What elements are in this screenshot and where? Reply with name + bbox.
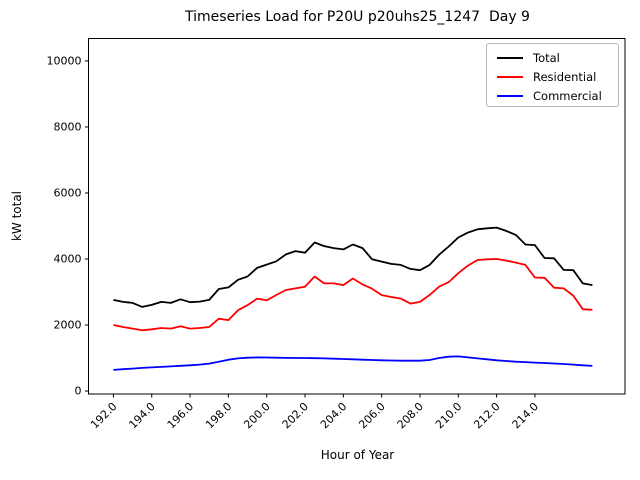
legend-item-residential: Residential bbox=[497, 67, 618, 86]
legend-item-commercial: Commercial bbox=[497, 86, 618, 105]
legend-item-total: Total bbox=[497, 48, 618, 67]
legend-label: Commercial bbox=[533, 88, 602, 103]
series-total-line bbox=[113, 226, 593, 308]
chart-title: Timeseries Load for P20U p20uhs25_1247 D… bbox=[185, 9, 530, 25]
legend-label: Residential bbox=[533, 69, 597, 84]
y-tick-label: 10000 bbox=[47, 54, 82, 67]
x-tick-label: 204.0 bbox=[318, 400, 349, 431]
x-tick-label: 214.0 bbox=[510, 400, 541, 431]
y-tick-label: 0 bbox=[75, 385, 82, 398]
x-axis-label: Hour of Year bbox=[320, 448, 395, 462]
legend: Total Residential Commercial bbox=[486, 43, 619, 107]
legend-swatch-residential bbox=[497, 75, 523, 78]
x-tick-label: 196.0 bbox=[165, 400, 196, 431]
y-tick-label: 6000 bbox=[54, 186, 82, 199]
x-tick-label: 200.0 bbox=[241, 400, 272, 431]
x-tick-label: 206.0 bbox=[356, 400, 387, 431]
x-tick-label: 194.0 bbox=[126, 400, 157, 431]
x-tick-label: 210.0 bbox=[433, 400, 464, 431]
x-tick-label: 212.0 bbox=[471, 400, 502, 431]
x-tick-label: 192.0 bbox=[88, 400, 119, 431]
y-tick-label: 8000 bbox=[54, 120, 82, 133]
y-tick-label: 4000 bbox=[54, 252, 82, 265]
y-axis-label: kW total bbox=[10, 190, 24, 242]
x-tick-label: 202.0 bbox=[280, 400, 311, 431]
plot-border bbox=[88, 38, 626, 395]
x-tick-label: 198.0 bbox=[203, 400, 234, 431]
legend-swatch-commercial bbox=[497, 94, 523, 97]
x-tick-label: 208.0 bbox=[395, 400, 426, 431]
y-tick-label: 2000 bbox=[54, 319, 82, 332]
legend-label: Total bbox=[533, 50, 560, 65]
series-commercial-line bbox=[113, 355, 593, 371]
series-residential-line bbox=[113, 258, 593, 332]
legend-swatch-total bbox=[497, 56, 523, 59]
